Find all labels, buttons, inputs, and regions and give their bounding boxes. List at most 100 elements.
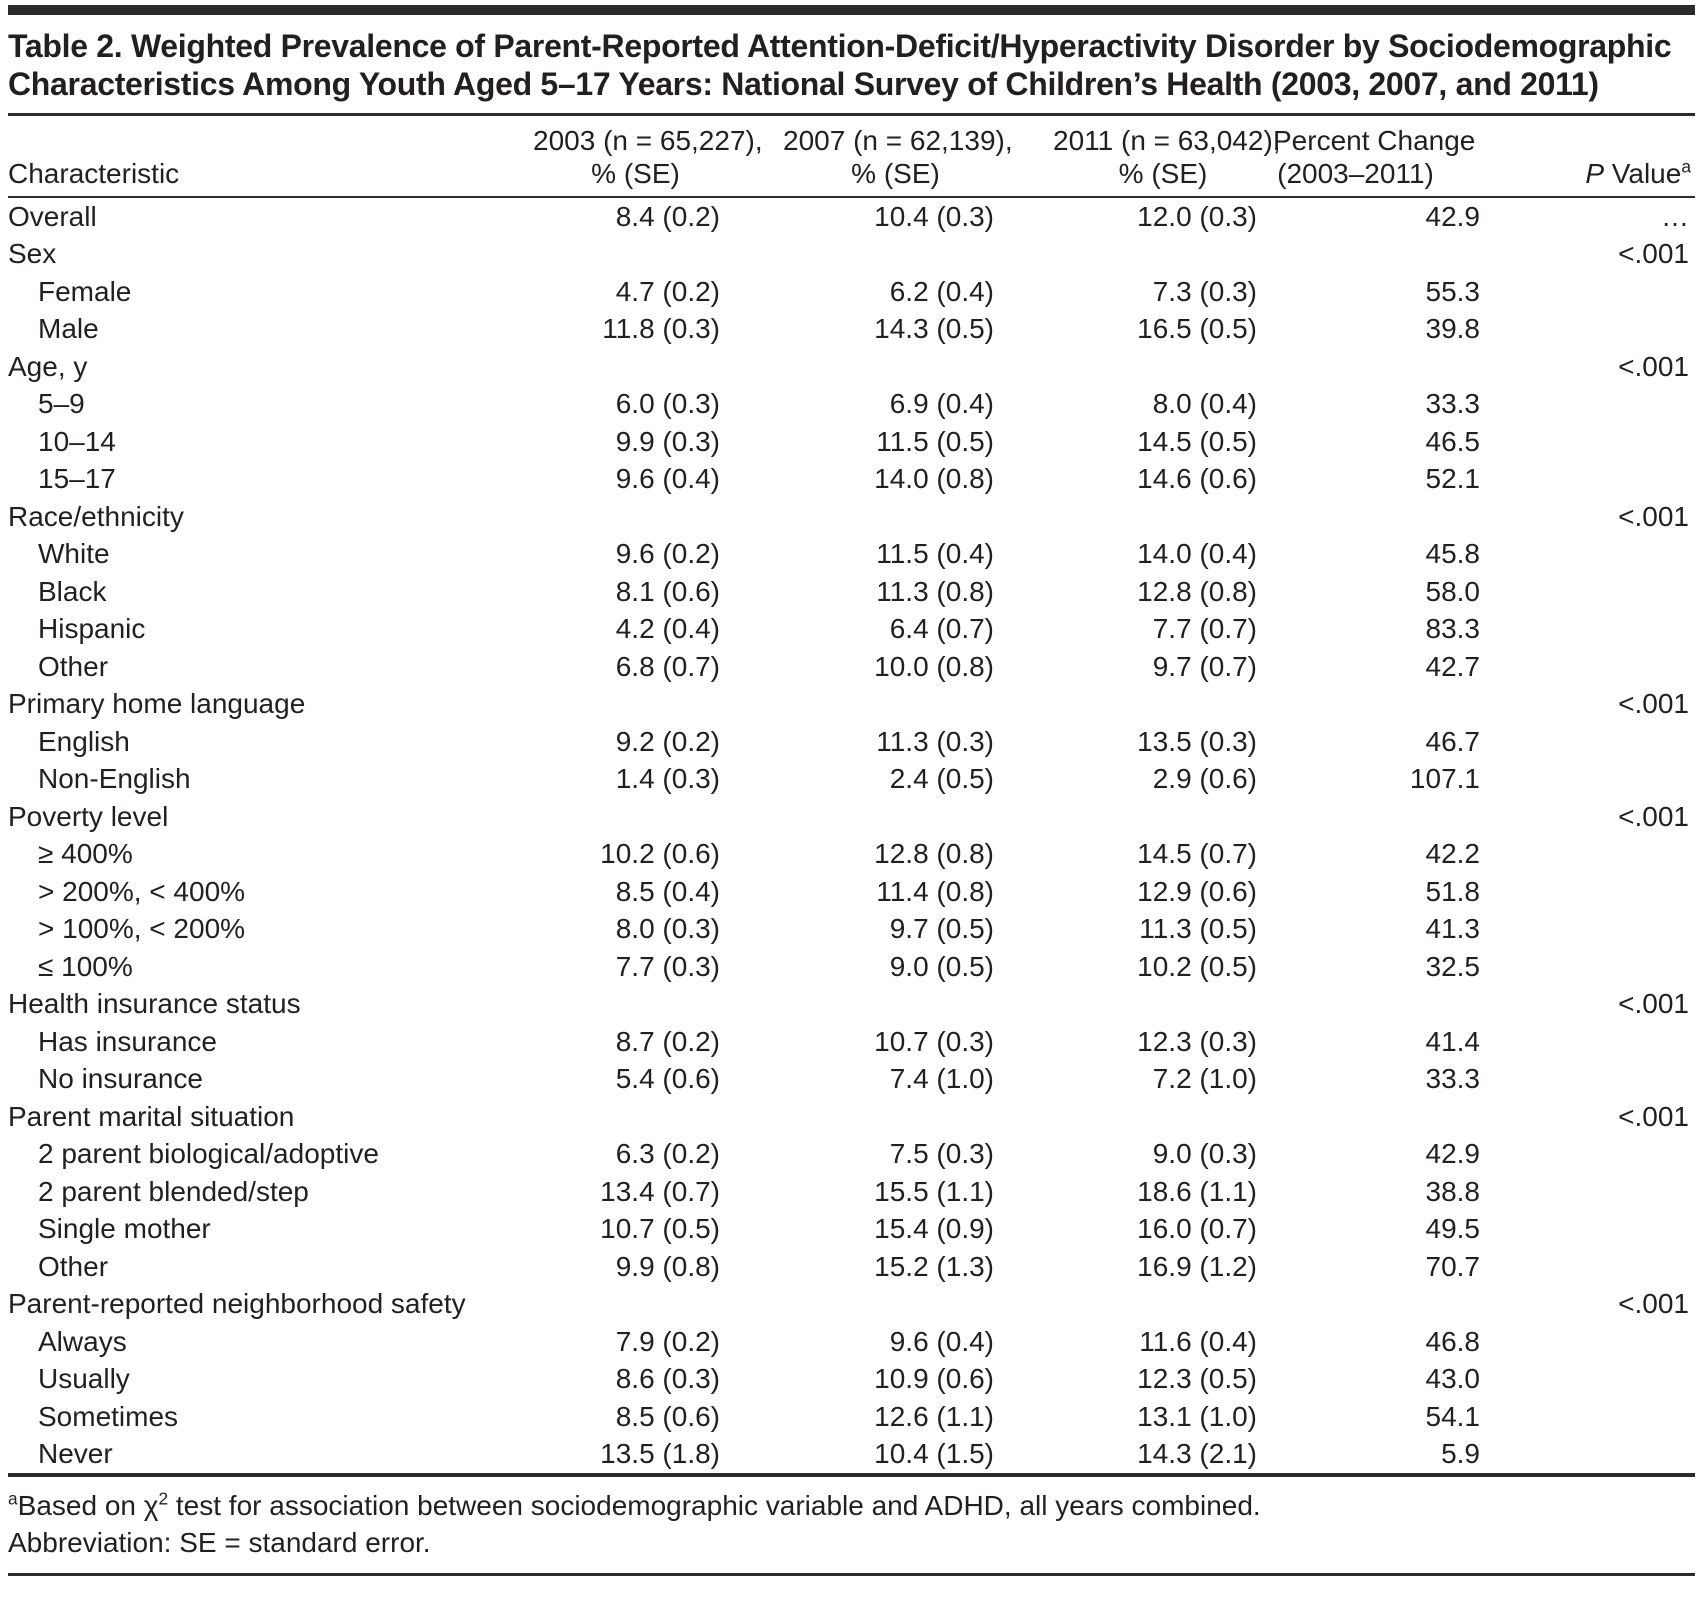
cell-2011 xyxy=(1008,498,1273,536)
cell-characteristic: Usually xyxy=(38,1363,130,1395)
cell-2003: 8.5 (0.6) xyxy=(615,1400,720,1432)
cell-percent-change xyxy=(1273,348,1498,386)
cell-p-value xyxy=(1498,1361,1695,1399)
cell-percent-change: 41.4 xyxy=(1425,1025,1481,1057)
cell-characteristic: Other xyxy=(38,1250,109,1282)
cell-2007 xyxy=(738,236,1008,274)
cell-2007: 15.4 (0.9) xyxy=(874,1213,994,1245)
cell-percent-change: 43.0 xyxy=(1425,1363,1481,1395)
table-row: Other 6.8 (0.7) 10.0 (0.8) 9.7 (0.7) 42.7 xyxy=(8,648,1695,686)
table-body: Overall 8.4 (0.2) 10.4 (0.3) 12.0 (0.3) 42.9… xyxy=(8,197,1695,1477)
cell-2007: 10.4 (1.5) xyxy=(738,1435,1008,1477)
cell-2007: 2.4 (0.5) xyxy=(889,763,994,795)
table-row: ≤ 100% 7.7 (0.3) 9.0 (0.5) 10.2 (0.5) 32.5 xyxy=(8,948,1695,986)
table-row: Hispanic 4.2 (0.4) 6.4 (0.7) 7.7 (0.7) 83.3 xyxy=(8,611,1695,649)
cell-2003: 10.7 (0.5) xyxy=(600,1213,720,1245)
cell-2003: 10.2 (0.6) xyxy=(600,838,720,870)
cell-p-value: <.001 xyxy=(1618,688,1689,720)
cell-2011: 2.9 (0.6) xyxy=(1152,763,1257,795)
cell-p-value xyxy=(1498,1398,1695,1436)
cell-2003 xyxy=(488,986,738,1024)
cell-2011: 13.1 (1.0) xyxy=(1137,1400,1257,1432)
cell-2003: 8.5 (0.4) xyxy=(615,875,720,907)
cell-2003: 9.9 (0.8) xyxy=(615,1250,720,1282)
cell-2003: 6.8 (0.7) xyxy=(615,650,720,682)
cell-characteristic: Non-English xyxy=(38,763,191,795)
cell-2011 xyxy=(1008,348,1273,386)
cell-2007: 11.4 (0.8) xyxy=(876,875,994,907)
cell-characteristic: No insurance xyxy=(38,1063,203,1095)
table-row: Always 7.9 (0.2) 9.6 (0.4) 11.6 (0.4) 46.8 xyxy=(8,1323,1695,1361)
table-row: Single mother 10.7 (0.5) 15.4 (0.9) 16.0 (0… xyxy=(8,1211,1695,1249)
cell-2011: 12.0 (0.3) xyxy=(1137,200,1257,232)
table-title: Table 2. Weighted Prevalence of Parent-R… xyxy=(8,28,1672,102)
cell-2007: 14.0 (0.8) xyxy=(874,463,994,495)
cell-percent-change xyxy=(1273,236,1498,274)
cell-p-value: <.001 xyxy=(1618,800,1689,832)
cell-2011: 11.6 (0.4) xyxy=(1139,1325,1257,1357)
top-rule-thick xyxy=(8,5,1695,15)
table-row: 2 parent blended/step 13.4 (0.7) 15.5 (1.1… xyxy=(8,1173,1695,1211)
cell-2007: 15.2 (1.3) xyxy=(874,1250,994,1282)
cell-2011 xyxy=(1008,986,1273,1024)
cell-characteristic: English xyxy=(38,725,130,757)
table-row: 5–9 6.0 (0.3) 6.9 (0.4) 8.0 (0.4) 33.3 xyxy=(8,386,1695,424)
cell-p-value xyxy=(1498,1061,1695,1099)
cell-percent-change: 58.0 xyxy=(1425,575,1481,607)
cell-2011: 7.7 (0.7) xyxy=(1152,613,1257,645)
cell-percent-change: 33.3 xyxy=(1425,388,1481,420)
table-row: Health insurance status <.001 xyxy=(8,986,1695,1024)
cell-characteristic: Hispanic xyxy=(38,613,146,645)
cell-characteristic: 5–9 xyxy=(38,388,85,420)
cell-percent-change: 33.3 xyxy=(1425,1063,1481,1095)
cell-p-value xyxy=(1498,423,1695,461)
cell-2007: 9.7 (0.5) xyxy=(889,913,994,945)
cell-2003: 11.8 (0.3) xyxy=(602,313,720,345)
cell-p-value xyxy=(1498,273,1695,311)
table-row: Sometimes 8.5 (0.6) 12.6 (1.1) 13.1 (1.0) 54… xyxy=(8,1398,1695,1436)
cell-2011: 12.3 (0.3) xyxy=(1137,1025,1257,1057)
table-row: Primary home language <.001 xyxy=(8,686,1695,724)
cell-2007: 12.8 (0.8) xyxy=(874,838,994,870)
cell-2003: 5.4 (0.6) xyxy=(615,1063,720,1095)
cell-characteristic: Age, y xyxy=(8,350,88,382)
cell-2007 xyxy=(738,1286,1008,1324)
cell-percent-change: 45.8 xyxy=(1425,538,1481,570)
cell-characteristic: Other xyxy=(38,650,109,682)
cell-2011: 14.5 (0.5) xyxy=(1137,425,1257,457)
cell-percent-change: 83.3 xyxy=(1425,613,1481,645)
cell-2011 xyxy=(1008,236,1273,274)
cell-characteristic: Has insurance xyxy=(38,1025,217,1057)
cell-2007: 9.0 (0.5) xyxy=(889,950,994,982)
cell-characteristic: 10–14 xyxy=(38,425,116,457)
cell-p-value xyxy=(1498,311,1695,349)
cell-characteristic: 2 parent biological/adoptive xyxy=(38,1138,379,1170)
table-row: Poverty level <.001 xyxy=(8,798,1695,836)
cell-2003: 9.6 (0.4) xyxy=(615,463,720,495)
cell-characteristic: Race/ethnicity xyxy=(8,500,184,532)
cell-p-value xyxy=(1498,1323,1695,1361)
cell-2011 xyxy=(1008,686,1273,724)
cell-p-value xyxy=(1498,723,1695,761)
cell-percent-change: 46.7 xyxy=(1425,725,1481,757)
cell-p-value xyxy=(1498,1023,1695,1061)
table-row: Usually 8.6 (0.3) 10.9 (0.6) 12.3 (0.5) 43.0 xyxy=(8,1361,1695,1399)
cell-percent-change xyxy=(1273,1098,1498,1136)
cell-2007: 12.6 (1.1) xyxy=(874,1400,994,1432)
cell-2003: 8.7 (0.2) xyxy=(615,1025,720,1057)
cell-p-value xyxy=(1498,761,1695,799)
cell-characteristic: White xyxy=(38,538,110,570)
cell-p-value xyxy=(1498,873,1695,911)
cell-2007: 9.6 (0.4) xyxy=(889,1325,994,1357)
table-row: Age, y <.001 xyxy=(8,348,1695,386)
cell-2007: 11.3 (0.8) xyxy=(876,575,994,607)
cell-2011 xyxy=(1008,798,1273,836)
table-row: 15–17 9.6 (0.4) 14.0 (0.8) 14.6 (0.6) 52.1 xyxy=(8,461,1695,499)
footnote-abbreviation: Abbreviation: SE = standard error. xyxy=(8,1527,431,1558)
cell-2003: 7.7 (0.3) xyxy=(615,950,720,982)
cell-p-value xyxy=(1498,1211,1695,1249)
cell-p-value xyxy=(1498,1173,1695,1211)
cell-p-value xyxy=(1498,1248,1695,1286)
cell-characteristic: Health insurance status xyxy=(8,988,301,1020)
